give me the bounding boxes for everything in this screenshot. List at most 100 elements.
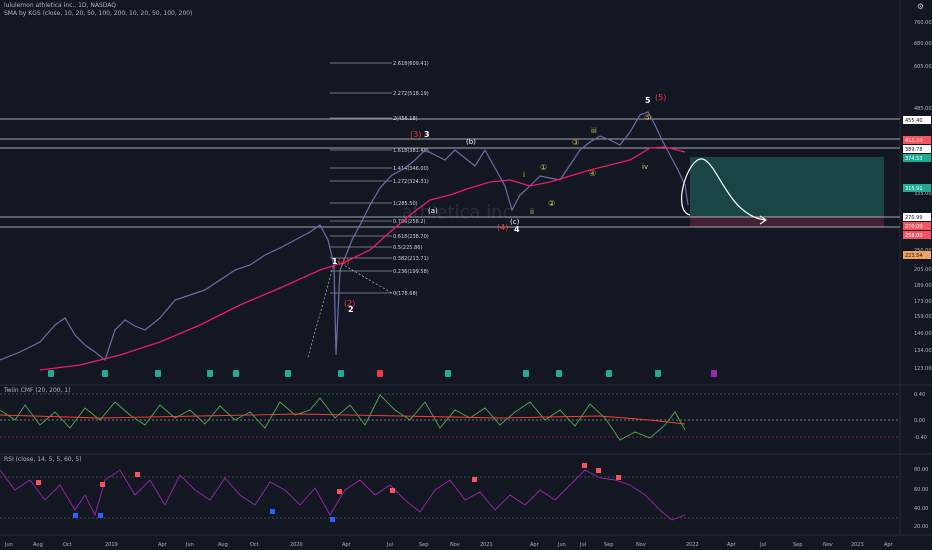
svg-text:Sep: Sep xyxy=(604,542,613,548)
wave-1-red-label[interactable]: (1) xyxy=(338,257,349,266)
fib-label: 0.236(199.58) xyxy=(393,269,429,275)
rsi-line[interactable] xyxy=(0,469,686,521)
rsi-axis[interactable]: 80.00 60.00 40.00 20.00 xyxy=(914,467,928,530)
svg-text:205.00: 205.00 xyxy=(914,267,932,273)
svg-text:Jul: Jul xyxy=(386,542,393,548)
svg-text:Aug: Aug xyxy=(218,542,228,548)
svg-text:Apr: Apr xyxy=(158,542,168,548)
profit-zone[interactable] xyxy=(690,157,884,217)
fib-label: 1.618(381.40) xyxy=(393,148,429,154)
svg-text:20.00: 20.00 xyxy=(914,524,928,530)
wave-4-label[interactable]: 4 xyxy=(514,225,520,234)
wave-2-red-label[interactable]: (2) xyxy=(344,299,355,308)
wave-4-red-label[interactable]: (4) xyxy=(497,223,508,232)
svg-text:Jun: Jun xyxy=(4,542,13,548)
wave-iii-label[interactable]: iii xyxy=(591,127,597,135)
svg-text:0.40: 0.40 xyxy=(914,392,925,398)
wave-circle-4-label[interactable]: ④ xyxy=(589,169,596,178)
svg-text:Sep: Sep xyxy=(419,542,428,548)
fib-label: 1(285.50) xyxy=(393,201,418,207)
wave-circle-1-label[interactable]: ① xyxy=(540,163,547,172)
projection-curve[interactable] xyxy=(681,158,766,221)
settings-icon[interactable]: ⚙ xyxy=(916,2,924,11)
cmf-line[interactable] xyxy=(0,394,686,441)
fib-label: 0(178.68) xyxy=(393,291,418,297)
wave-circle-3-label[interactable]: ③ xyxy=(572,138,579,147)
svg-text:173.00: 173.00 xyxy=(914,299,932,305)
svg-text:315.91: 315.91 xyxy=(905,186,923,192)
svg-text:Apr: Apr xyxy=(342,542,352,548)
rsi-divergence-markers[interactable] xyxy=(36,463,621,522)
wave-circle-2-label[interactable]: ② xyxy=(548,199,555,208)
wave-5-label[interactable]: 5 xyxy=(645,96,651,105)
svg-text:40.00: 40.00 xyxy=(914,506,928,512)
svg-text:Nov: Nov xyxy=(636,542,646,548)
svg-text:146.00: 146.00 xyxy=(914,331,932,337)
fib-extension[interactable]: 2.618(609.41) 2.272(518.19) 2(456.18) 1.… xyxy=(330,61,429,297)
svg-text:2019: 2019 xyxy=(105,542,118,548)
svg-text:335.00: 335.00 xyxy=(914,191,932,197)
wave-iv-label[interactable]: iv xyxy=(642,163,648,171)
price-axis[interactable]: 760.00 680.00 605.00 485.00 335.00 250.0… xyxy=(914,20,932,372)
svg-text:485.00: 485.00 xyxy=(914,106,932,112)
fib-label: 0.618(238.70) xyxy=(393,234,429,240)
svg-text:2023: 2023 xyxy=(851,542,864,548)
sma-line[interactable] xyxy=(39,146,686,371)
svg-text:Nov: Nov xyxy=(450,542,460,548)
svg-text:Apr: Apr xyxy=(530,542,540,548)
svg-text:Aug: Aug xyxy=(33,542,43,548)
svg-text:Jun: Jun xyxy=(185,542,194,548)
wave-a-label[interactable]: (a) xyxy=(428,207,438,215)
svg-text:389.78: 389.78 xyxy=(905,147,923,153)
fib-anchor-lines[interactable] xyxy=(307,259,393,358)
price-tags[interactable]: 455.40 413.10 389.78 374.53 315.91 270.9… xyxy=(903,116,931,259)
svg-text:60.00: 60.00 xyxy=(914,487,928,493)
svg-text:2020: 2020 xyxy=(290,542,303,548)
wave-i-label[interactable]: i xyxy=(523,171,525,179)
chart-title[interactable]: lululemon athletica inc., 1D, NASDAQ xyxy=(4,2,116,9)
wave-3-red-label[interactable]: (3) xyxy=(410,130,421,139)
svg-text:Nov: Nov xyxy=(823,542,833,548)
cmf-axis[interactable]: 0.40 0.00 -0.40 xyxy=(914,392,927,441)
fib-label: 1.272(324.31) xyxy=(393,179,429,185)
svg-text:270.99: 270.99 xyxy=(905,215,923,221)
svg-text:413.10: 413.10 xyxy=(905,138,923,144)
svg-text:0.00: 0.00 xyxy=(914,418,925,424)
svg-text:Jul: Jul xyxy=(759,542,766,548)
svg-text:Apr: Apr xyxy=(727,542,737,548)
svg-text:Apr: Apr xyxy=(884,542,894,548)
svg-text:Jun: Jun xyxy=(557,542,566,548)
svg-text:605.00: 605.00 xyxy=(914,64,932,70)
svg-text:Jul: Jul xyxy=(579,542,586,548)
svg-text:123.00: 123.00 xyxy=(914,366,932,372)
wave-c-label[interactable]: (c) xyxy=(510,218,520,226)
fib-label: 0.786(258.2) xyxy=(393,219,426,225)
wave-3-label[interactable]: 3 xyxy=(424,130,430,139)
fib-label: 2.272(518.19) xyxy=(393,91,429,97)
cmf-signal-line[interactable] xyxy=(0,413,686,425)
svg-text:2021: 2021 xyxy=(480,542,493,548)
svg-text:223.54: 223.54 xyxy=(905,253,923,259)
svg-text:Sep: Sep xyxy=(793,542,802,548)
wave-ii-label[interactable]: ii xyxy=(530,208,534,216)
wave-5-red-label[interactable]: (5) xyxy=(655,93,666,102)
wave-2-label[interactable]: 2 xyxy=(348,305,354,314)
svg-text:374.53: 374.53 xyxy=(905,156,923,162)
sma-indicator-label[interactable]: SMA by KGS (close, 10, 20, 50, 100, 200,… xyxy=(4,10,193,17)
wave-1-label[interactable]: 1 xyxy=(332,257,338,266)
price-series[interactable] xyxy=(0,111,689,362)
svg-text:680.00: 680.00 xyxy=(914,41,932,47)
time-axis[interactable]: Jun Aug Oct 2019 Apr Jun Aug Oct 2020 Ap… xyxy=(4,542,894,548)
svg-text:455.40: 455.40 xyxy=(905,118,923,124)
earnings-markers[interactable] xyxy=(48,370,717,377)
cmf-indicator-label[interactable]: Twiin CMF (20, 200, 1) xyxy=(4,387,71,394)
svg-text:189.00: 189.00 xyxy=(914,283,932,289)
chart-header: lululemon athletica inc., 1D, NASDAQ SMA… xyxy=(4,2,192,18)
svg-text:-0.40: -0.40 xyxy=(914,435,927,441)
loss-zone[interactable] xyxy=(690,217,884,227)
wave-circle-5-label[interactable]: ⑤ xyxy=(644,113,651,122)
wave-b-label[interactable]: (b) xyxy=(466,138,476,146)
rsi-indicator-label[interactable]: RSI (close, 14, 5, 5, 60, 5) xyxy=(4,456,82,463)
svg-text:159.00: 159.00 xyxy=(914,314,932,320)
